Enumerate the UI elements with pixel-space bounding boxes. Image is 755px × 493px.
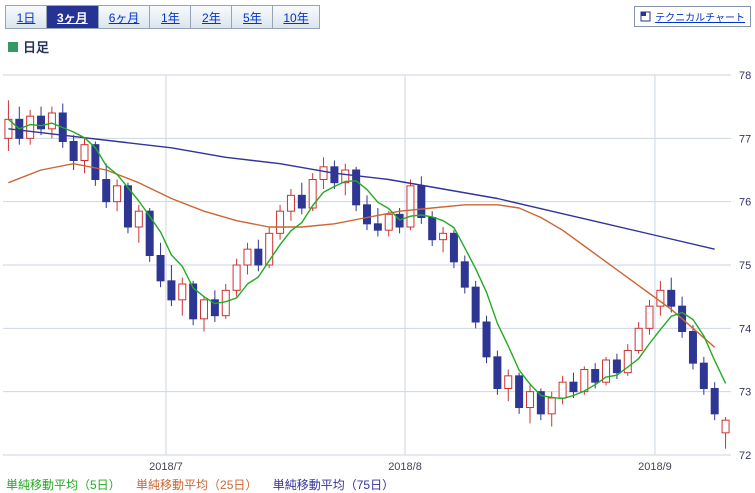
- daily-label: 日足: [23, 40, 50, 55]
- svg-text:2018/8: 2018/8: [388, 461, 422, 473]
- period-tab-2year[interactable]: 2年: [190, 5, 233, 29]
- period-tab-3month[interactable]: 3ヶ月: [46, 5, 99, 29]
- chart-legend: 単純移動平均（5日） 単純移動平均（25日） 単純移動平均（75日）: [6, 476, 406, 493]
- chart-subtitle: 日足: [8, 37, 49, 56]
- svg-text:2018/7: 2018/7: [149, 461, 183, 473]
- ma-lines: [7, 118, 727, 400]
- period-tab-1year[interactable]: 1年: [149, 5, 192, 29]
- svg-text:77: 77: [739, 133, 751, 145]
- chart-svg: 72 73 74 75 76 77 78 2018/7 2018/8 2018/9: [3, 70, 751, 473]
- technical-chart-label: テクニカルチャート: [655, 13, 745, 24]
- technical-chart-icon: [640, 11, 651, 22]
- svg-text:78: 78: [739, 70, 751, 82]
- daily-marker-icon: [8, 41, 18, 52]
- svg-text:74: 74: [739, 323, 751, 335]
- period-tab-6month[interactable]: 6ヶ月: [97, 5, 151, 29]
- period-tab-1day[interactable]: 1日: [5, 5, 47, 29]
- svg-text:76: 76: [739, 197, 751, 209]
- legend-item-sma25: 単純移動平均（25日）: [136, 478, 258, 492]
- technical-chart-button[interactable]: テクニカルチャート: [634, 6, 751, 27]
- svg-text:72: 72: [739, 450, 751, 462]
- legend-item-sma5: 単純移動平均（5日）: [6, 478, 121, 492]
- period-toolbar: 1日 3ヶ月 6ヶ月 1年 2年 5年 10年: [5, 5, 320, 29]
- svg-text:73: 73: [739, 387, 751, 399]
- grid: 72 73 74 75 76 77 78 2018/7 2018/8 2018/9: [3, 70, 751, 473]
- svg-text:75: 75: [739, 260, 751, 272]
- candles: [4, 100, 730, 449]
- legend-item-sma75: 単純移動平均（75日）: [272, 478, 395, 492]
- period-tab-10year[interactable]: 10年: [272, 5, 320, 29]
- candlestick-chart: 72 73 74 75 76 77 78 2018/7 2018/8 2018/9: [0, 62, 755, 482]
- svg-text:2018/9: 2018/9: [638, 461, 672, 473]
- period-tab-5year[interactable]: 5年: [231, 5, 274, 29]
